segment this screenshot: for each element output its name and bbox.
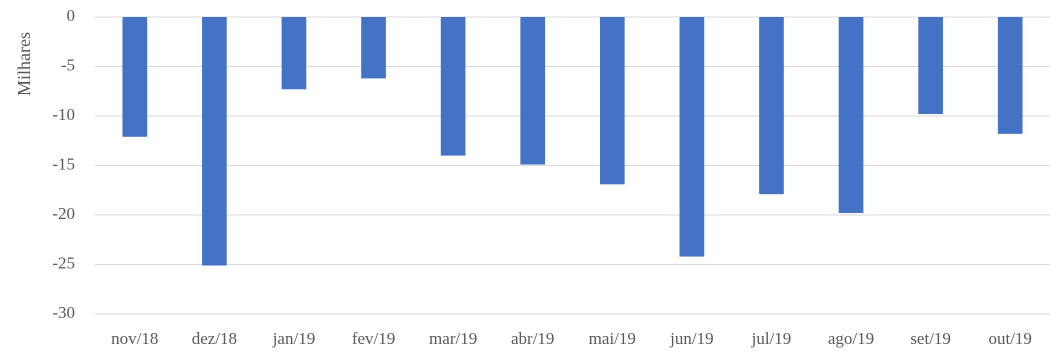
bar-mar-19: [440, 17, 466, 156]
y-tick-label: -15: [52, 154, 75, 173]
bar-nov-18: [122, 17, 148, 137]
x-tick-label: out/19: [988, 329, 1031, 348]
y-axis-title: Milhares: [14, 32, 34, 96]
bar-out-19: [997, 17, 1023, 134]
x-tick-label: nov/18: [111, 329, 158, 348]
y-tick-label: -10: [52, 105, 75, 124]
bar-fev-19: [361, 17, 386, 79]
x-tick-label: abr/19: [511, 329, 554, 348]
gridlines: [95, 16, 1050, 315]
y-tick-labels: 0 -5 -10 -15 -20 -25 -30: [52, 6, 75, 322]
bar-jan-19: [281, 17, 307, 90]
bars: [122, 17, 1023, 266]
x-tick-label: dez/18: [192, 329, 237, 348]
x-tick-label: ago/19: [828, 329, 874, 348]
bar-abr-19: [520, 17, 546, 165]
y-tick-label: -25: [52, 253, 75, 272]
x-tick-label: set/19: [910, 329, 951, 348]
y-tick-label: -20: [52, 204, 75, 223]
x-tick-label: jan/19: [272, 329, 316, 348]
bar-jun-19: [679, 17, 705, 257]
bar-mai-19: [599, 17, 625, 185]
bar-dez-18: [202, 17, 227, 266]
x-tick-labels: nov/18 dez/18 jan/19 fev/19 mar/19 abr/19 mai/…: [111, 329, 1032, 348]
x-tick-label: fev/19: [352, 329, 395, 348]
y-tick-label: 0: [67, 6, 76, 25]
bar-ago-19: [838, 17, 864, 214]
bar-jul-19: [759, 17, 784, 195]
y-tick-label: -5: [61, 55, 75, 74]
x-tick-label: jun/19: [669, 329, 713, 348]
y-tick-label: -30: [52, 303, 75, 322]
x-tick-label: jul/19: [751, 329, 792, 348]
bar-set-19: [918, 17, 943, 115]
x-tick-label: mar/19: [429, 329, 477, 348]
x-tick-label: mai/19: [589, 329, 636, 348]
